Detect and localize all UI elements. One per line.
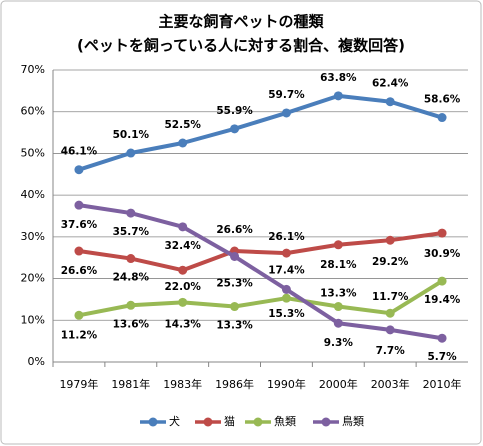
y-tick-label: 0%: [28, 355, 45, 368]
value-label: 26.6%: [61, 265, 98, 277]
data-point: [74, 200, 84, 210]
value-label: 59.7%: [268, 89, 305, 101]
data-point: [178, 265, 188, 275]
data-point: [281, 108, 291, 118]
value-label: 14.3%: [164, 318, 201, 330]
value-label: 15.3%: [268, 308, 305, 320]
value-label: 7.7%: [376, 345, 406, 357]
legend-marker: [148, 417, 158, 427]
data-point: [126, 300, 136, 310]
data-point: [437, 276, 447, 286]
data-point: [74, 165, 84, 175]
series-line: [78, 231, 443, 273]
chart-title: 主要な飼育ペットの種類: [158, 13, 324, 31]
data-point: [74, 246, 84, 256]
value-label: 5.7%: [428, 351, 458, 363]
data-point: [281, 293, 291, 303]
data-point: [385, 308, 395, 318]
y-tick-label: 50%: [21, 146, 45, 159]
x-tick-label: 1981年: [111, 377, 150, 391]
data-point: [126, 254, 136, 264]
value-label: 52.5%: [164, 119, 201, 131]
data-point: [230, 124, 240, 134]
series-line: [78, 93, 443, 172]
data-point: [178, 297, 188, 307]
value-label: 37.6%: [61, 219, 98, 231]
value-label: 19.4%: [424, 294, 461, 306]
value-label: 29.2%: [372, 256, 409, 268]
y-tick-label: 60%: [21, 105, 45, 118]
data-point: [178, 138, 188, 148]
y-tick-label: 40%: [21, 188, 45, 201]
y-tick-label: 30%: [21, 230, 45, 243]
data-point: [74, 310, 84, 320]
x-tick-label: 1983年: [163, 377, 202, 391]
value-label: 13.3%: [216, 320, 253, 332]
data-point: [437, 113, 447, 123]
data-point: [230, 251, 240, 261]
data-point: [385, 235, 395, 245]
value-label: 17.4%: [268, 264, 305, 276]
value-label: 28.1%: [320, 259, 357, 271]
x-tick-label: 2000年: [319, 377, 358, 391]
x-tick-label: 1986年: [215, 377, 254, 391]
legend-label: 猫: [224, 415, 235, 428]
legend-marker: [203, 417, 213, 427]
value-label: 11.7%: [372, 291, 409, 303]
value-label: 26.6%: [216, 224, 253, 236]
value-label: 55.9%: [216, 105, 253, 117]
y-tick-label: 70%: [21, 63, 45, 76]
data-point: [437, 333, 447, 343]
data-point: [178, 222, 188, 232]
legend-marker: [321, 417, 331, 427]
value-label: 9.3%: [324, 337, 354, 349]
x-tick-label: 2003年: [371, 377, 410, 391]
series-line: [78, 279, 444, 318]
series-line: [78, 203, 443, 341]
value-label: 11.2%: [61, 329, 98, 341]
data-point: [126, 208, 136, 218]
value-label: 13.3%: [320, 288, 357, 300]
value-label: 24.8%: [113, 272, 150, 284]
x-tick-label: 1990年: [267, 377, 306, 391]
value-label: 63.8%: [320, 72, 357, 84]
data-point: [126, 148, 136, 158]
y-tick-label: 20%: [21, 272, 45, 285]
value-label: 46.1%: [61, 146, 98, 158]
legend-label: 犬: [169, 414, 180, 428]
value-label: 22.0%: [164, 281, 201, 293]
value-label: 62.4%: [372, 78, 409, 90]
legend-label: 魚類: [274, 415, 296, 428]
x-tick-label: 2010年: [423, 377, 462, 391]
data-point: [281, 248, 291, 258]
data-point: [385, 325, 395, 335]
data-point: [230, 302, 240, 312]
y-tick-label: 10%: [21, 313, 45, 326]
value-label: 13.6%: [113, 318, 150, 330]
data-point: [333, 302, 343, 312]
data-point: [333, 240, 343, 250]
value-label: 32.4%: [164, 240, 201, 252]
data-point: [437, 228, 447, 238]
legend-label: 鳥類: [342, 414, 364, 428]
legend-marker: [253, 417, 263, 427]
value-label: 58.6%: [424, 94, 461, 106]
x-tick-label: 1979年: [59, 377, 98, 391]
value-label: 26.1%: [268, 231, 305, 243]
value-label: 35.7%: [113, 226, 150, 238]
data-point: [333, 318, 343, 328]
chart-subtitle: (ペットを飼っている人に対する割合、複数回答): [77, 37, 405, 55]
value-label: 25.3%: [216, 277, 253, 289]
data-point: [385, 97, 395, 107]
data-point: [333, 91, 343, 101]
value-label: 30.9%: [424, 248, 461, 260]
data-point: [281, 284, 291, 294]
value-label: 50.1%: [113, 129, 150, 141]
